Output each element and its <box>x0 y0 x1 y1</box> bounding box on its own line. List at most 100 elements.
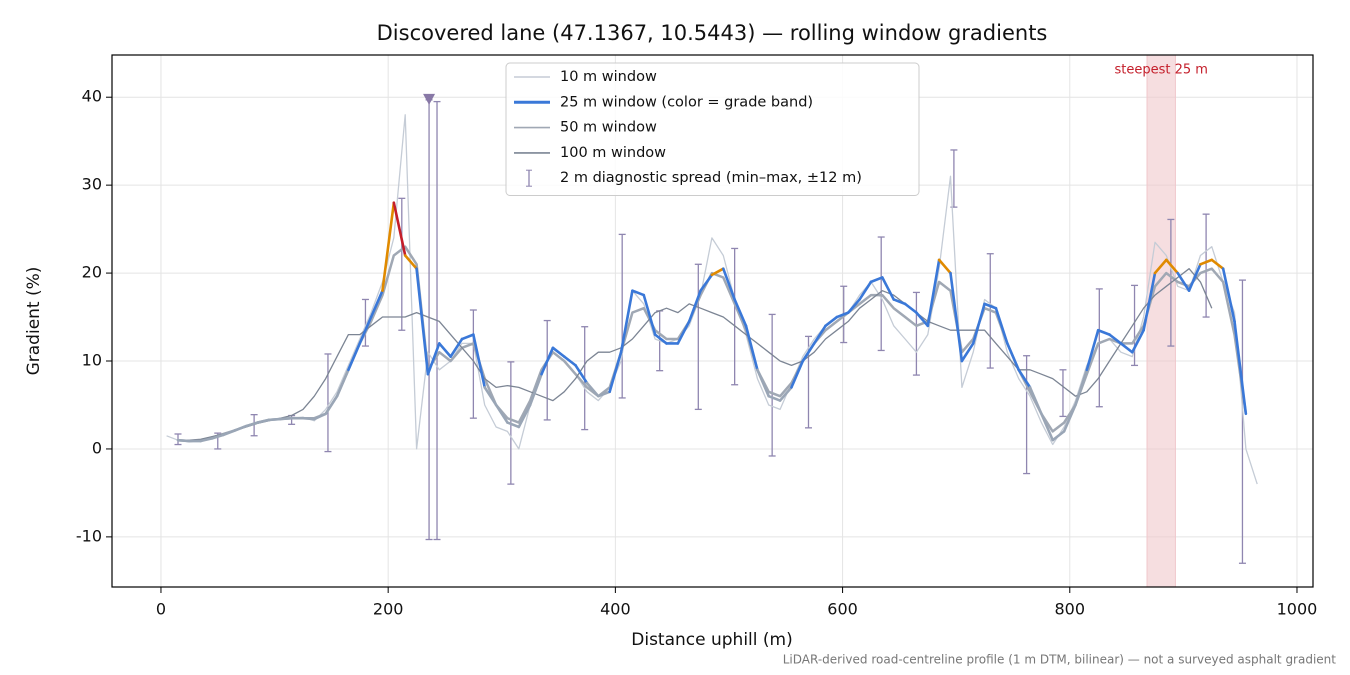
line-segment <box>244 421 259 428</box>
line-segment <box>506 421 521 429</box>
line-segment <box>1074 368 1089 407</box>
legend-label: 100 m window <box>560 145 666 161</box>
x-tick-label: 400 <box>600 600 631 619</box>
line-segment <box>1142 271 1157 332</box>
line-segment <box>631 289 646 297</box>
line-segment <box>1199 258 1214 266</box>
line-segment <box>642 293 657 336</box>
line-segment <box>1108 333 1123 345</box>
line-segment <box>733 298 748 328</box>
x-axis-label: Distance uphill (m) <box>631 630 792 650</box>
line-segment <box>585 381 600 398</box>
line-segment <box>1233 320 1248 416</box>
line-segment <box>756 368 771 398</box>
line-segment <box>801 342 816 363</box>
line-segment <box>903 302 918 314</box>
line-segment <box>881 276 895 301</box>
legend-box <box>505 62 920 196</box>
line-segment <box>971 302 986 345</box>
line-segment <box>744 324 759 372</box>
line-segment <box>381 201 396 292</box>
line-segment <box>222 429 237 437</box>
line-segment <box>437 342 452 358</box>
line-segment <box>472 333 487 389</box>
line-segment <box>494 403 509 424</box>
line-segment <box>449 337 464 358</box>
line-segment <box>1210 258 1225 270</box>
line-segment <box>767 394 782 402</box>
line-segment <box>778 386 793 402</box>
y-tick-label: 40 <box>82 87 102 106</box>
line-segment <box>369 289 384 319</box>
line-segment <box>824 315 839 328</box>
legend-label: 10 m window <box>560 69 657 85</box>
line-segment <box>528 372 543 407</box>
line-segment <box>210 433 225 440</box>
line-segment <box>1062 403 1077 433</box>
x-tick-label: 200 <box>373 600 404 619</box>
x-tick-label: 600 <box>827 600 858 619</box>
x-tick-label: 0 <box>156 600 166 619</box>
legend-label: 25 m window (color = grade band) <box>560 94 813 110</box>
line-segment <box>324 394 339 416</box>
line-segment <box>721 267 736 301</box>
plot-area: steepest 25 m <box>166 54 1258 588</box>
line-segment <box>687 289 702 323</box>
line-segment <box>846 298 861 314</box>
series-line <box>166 114 1258 485</box>
y-tick-label: -10 <box>76 526 102 545</box>
line-segment <box>1005 342 1020 372</box>
x-tick-label: 1000 <box>1277 600 1318 619</box>
line-segment <box>949 271 964 363</box>
line-segment <box>699 273 714 292</box>
line-segment <box>301 416 316 421</box>
footnote: LiDAR-derived road-centreline profile (1… <box>783 653 1337 667</box>
line-segment <box>267 417 282 422</box>
line-segment <box>1017 368 1032 389</box>
line-segment <box>517 403 532 429</box>
line-segment <box>983 302 998 310</box>
line-segment <box>403 254 418 270</box>
line-segment <box>392 201 407 257</box>
line-segment <box>426 342 441 376</box>
line-segment <box>574 364 589 385</box>
line-segment <box>256 418 271 424</box>
line-segment <box>835 311 850 319</box>
line-segment <box>1176 271 1191 292</box>
line-segment <box>960 342 975 363</box>
line-segment <box>619 289 634 354</box>
line-segment <box>1165 258 1180 275</box>
line-segment <box>313 412 327 421</box>
line-segment <box>597 390 611 398</box>
line-segment <box>1051 430 1066 442</box>
line-segment <box>1153 258 1168 275</box>
legend-label: 50 m window <box>560 120 657 136</box>
line-segment <box>710 267 725 277</box>
line-segment <box>676 320 691 345</box>
highlight-label: steepest 25 m <box>1114 63 1207 78</box>
line-segment <box>460 333 475 341</box>
y-tick-label: 30 <box>82 175 102 194</box>
line-segment <box>199 437 214 443</box>
line-segment <box>653 333 668 345</box>
line-segment <box>1040 412 1055 442</box>
line-segment <box>926 258 941 328</box>
line-segment <box>347 342 362 372</box>
line-segment <box>1096 328 1111 336</box>
line-segment <box>937 258 952 275</box>
line-segment <box>415 267 430 376</box>
y-tick-label: 10 <box>82 351 102 370</box>
line-segment <box>1130 328 1145 354</box>
line-segment <box>278 416 293 421</box>
line-segment <box>551 346 566 358</box>
line-segment <box>335 368 350 398</box>
line-segment <box>1085 328 1100 372</box>
axes-frame <box>111 54 1314 588</box>
line-segment <box>176 438 191 443</box>
x-tick-label: 800 <box>1055 600 1086 619</box>
line-segment <box>1187 262 1202 292</box>
ticks: 0 200 400 600 800 1000 -10 0 10 20 30 40 <box>76 87 1317 619</box>
line-segment <box>869 276 884 284</box>
legend: 10 m window 25 m window (color = grade ba… <box>505 62 920 196</box>
line-segment <box>1028 386 1043 416</box>
